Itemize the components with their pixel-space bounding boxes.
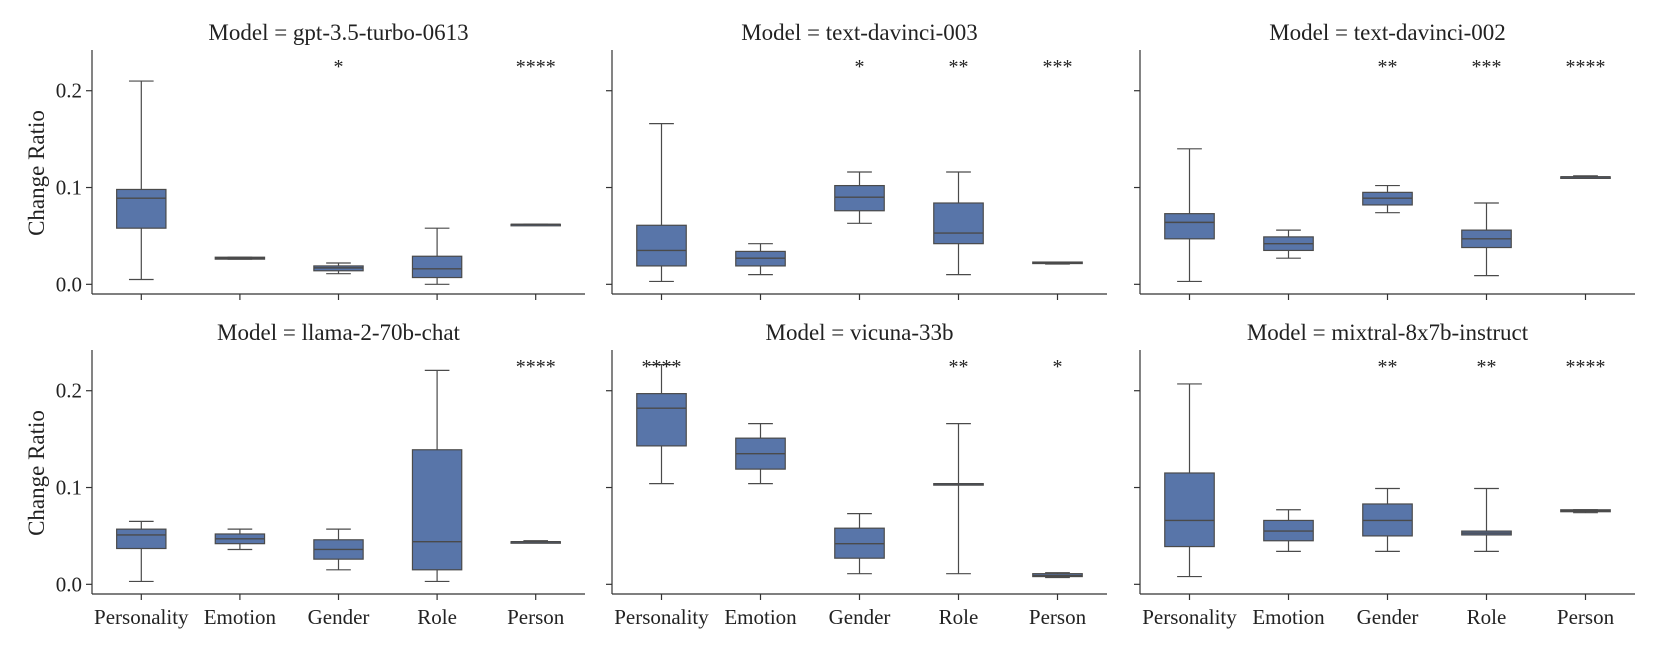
facet-panel-4: Model = llama-2-70b-chat 0.0 0.1 0.2 Change … — [24, 320, 585, 629]
y-axis-label: Change Ratio — [24, 410, 49, 536]
significance-marker: **** — [1566, 356, 1606, 378]
x-tick-label: Role — [1467, 605, 1507, 629]
box-person: **** — [1560, 56, 1611, 300]
box-iqr — [116, 528, 167, 550]
significance-marker: * — [334, 56, 344, 78]
box-role: ** Role — [933, 356, 984, 629]
x-tick-label: Gender — [829, 605, 891, 629]
box-emotion: Emotion — [204, 528, 277, 629]
significance-marker: ** — [1477, 356, 1497, 378]
box-iqr — [636, 224, 687, 267]
significance-marker: ** — [1378, 56, 1398, 78]
significance-marker: **** — [1566, 56, 1606, 78]
box-iqr — [116, 188, 167, 229]
panel-title: Model = llama-2-70b-chat — [217, 320, 461, 345]
x-tick-label: Personality — [614, 605, 709, 629]
box-role — [411, 227, 463, 300]
y-tick-label: 0.2 — [56, 79, 82, 103]
facet-panel-5: Model = vicuna-33b **** Personality Emotion… — [606, 320, 1107, 629]
significance-marker: ** — [949, 356, 969, 378]
significance-marker: *** — [1043, 56, 1073, 78]
box-gender: * — [834, 56, 885, 300]
x-tick-label: Emotion — [1252, 605, 1325, 629]
box-role: *** — [1461, 56, 1512, 300]
x-tick-label: Role — [939, 605, 979, 629]
box-iqr — [1164, 472, 1215, 548]
significance-marker: * — [855, 56, 865, 78]
box-role: Role — [411, 369, 463, 629]
x-tick-label: Personality — [94, 605, 189, 629]
box-personality — [636, 123, 687, 300]
box-iqr — [834, 184, 885, 212]
box-emotion: Emotion — [1252, 509, 1325, 629]
significance-marker: **** — [516, 356, 556, 378]
box-emotion — [735, 243, 786, 300]
box-iqr — [1164, 213, 1215, 240]
box-personality: Personality — [1142, 383, 1237, 629]
box-role: ** Role — [1461, 356, 1512, 629]
x-tick-label: Gender — [1357, 605, 1419, 629]
x-tick-label: Person — [1029, 605, 1087, 629]
y-tick-label: 0.1 — [56, 176, 82, 200]
x-tick-label: Emotion — [204, 605, 277, 629]
box-iqr — [933, 202, 984, 245]
box-person: * Person — [1029, 356, 1087, 629]
significance-marker: * — [1053, 356, 1063, 378]
significance-marker: **** — [516, 56, 556, 78]
box-gender: ** — [1362, 56, 1413, 300]
box-iqr — [636, 393, 687, 447]
box-personality: **** Personality — [614, 356, 709, 629]
x-tick-label: Person — [507, 605, 565, 629]
y-tick-label: 0.0 — [56, 572, 82, 596]
panel-title: Model = vicuna-33b — [766, 320, 954, 345]
box-role: ** — [933, 56, 984, 300]
x-tick-label: Role — [417, 605, 457, 629]
box-iqr — [411, 255, 463, 279]
x-tick-label: Person — [1557, 605, 1615, 629]
y-tick-label: 0.1 — [56, 476, 82, 500]
x-tick-label: Gender — [308, 605, 370, 629]
facet-panel-3: Model = text-davinci-002** *** **** — [1134, 20, 1635, 300]
panel-title: Model = gpt-3.5-turbo-0613 — [208, 20, 468, 45]
facet-panel-1: Model = gpt-3.5-turbo-0613 0.0 0.1 0.2 Chang… — [24, 20, 585, 300]
box-gender: * — [313, 56, 364, 300]
box-person: *** — [1032, 56, 1083, 300]
facet-panel-2: Model = text-davinci-003* ** *** — [606, 20, 1107, 300]
box-personality — [116, 80, 167, 300]
panel-title: Model = mixtral-8x7b-instruct — [1247, 320, 1529, 345]
box-person: **** Person — [507, 356, 565, 629]
panel-title: Model = text-davinci-002 — [1269, 20, 1506, 45]
y-tick-label: 0.0 — [56, 272, 82, 296]
y-tick-label: 0.2 — [56, 379, 82, 403]
facet-panel-6: Model = mixtral-8x7b-instruct Personality… — [1134, 320, 1635, 629]
box-gender: Gender — [829, 513, 891, 629]
box-emotion: Emotion — [724, 423, 797, 629]
significance-marker: **** — [642, 356, 682, 378]
box-emotion — [1263, 229, 1314, 300]
box-personality — [1164, 148, 1215, 300]
box-person: **** Person — [1557, 356, 1615, 629]
box-person: **** — [510, 56, 561, 300]
panel-title: Model = text-davinci-003 — [741, 20, 978, 45]
box-emotion — [214, 256, 266, 300]
significance-marker: ** — [1378, 356, 1398, 378]
y-axis-label: Change Ratio — [24, 110, 49, 236]
x-tick-label: Personality — [1142, 605, 1237, 629]
box-personality: Personality — [94, 520, 189, 629]
box-iqr — [411, 449, 463, 571]
significance-marker: *** — [1472, 56, 1502, 78]
x-tick-label: Emotion — [724, 605, 797, 629]
significance-marker: ** — [949, 56, 969, 78]
box-gender: ** Gender — [1357, 356, 1419, 629]
box-gender: Gender — [308, 528, 370, 629]
